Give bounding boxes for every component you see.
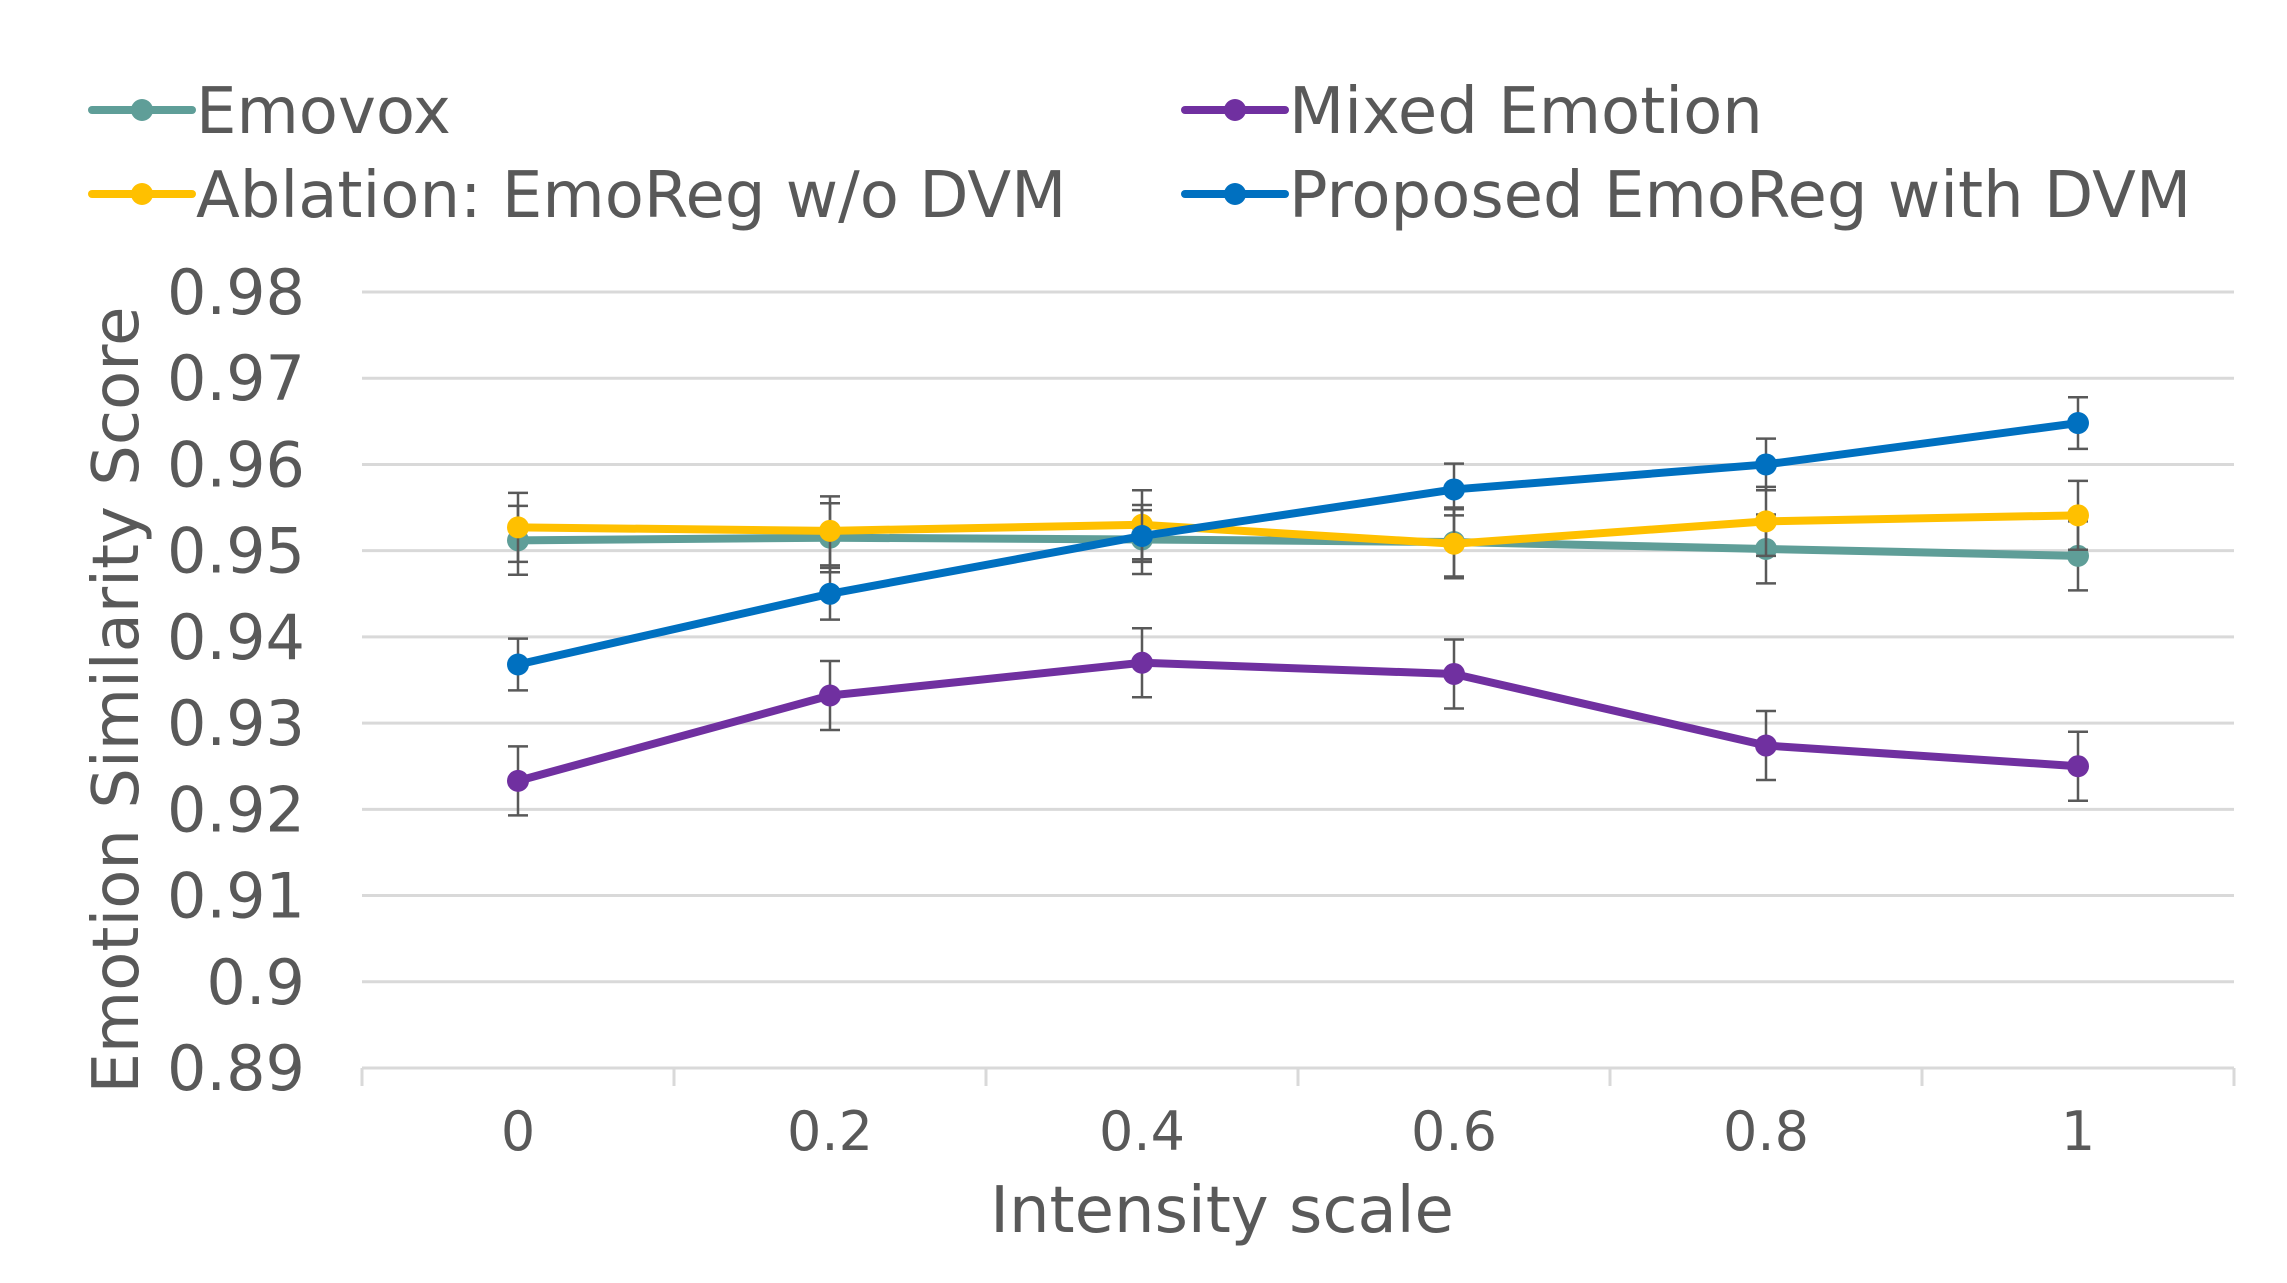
y-tick-label: 0.95 [167,515,305,588]
y-axis: 0.89 0.9 0.91 0.92 0.93 0.94 0.95 0.96 0.97 0.98 [167,256,305,1105]
data-point [2067,504,2089,527]
data-point [1443,478,1465,501]
data-point [1755,734,1777,757]
y-tick-label: 0.89 [167,1032,305,1105]
series-line [514,533,2082,560]
legend-item: Emovox [88,75,451,149]
x-tick-label: 0 [501,1100,535,1163]
y-tick-label: 0.91 [167,860,305,933]
series-mixed-emotion [507,627,2089,817]
data-point [1755,453,1777,476]
y-axis-title: Emotion Similarity Score [80,306,154,1093]
series-line [514,511,2082,548]
y-tick-label: 0.98 [167,256,305,329]
legend-swatch-marker [131,183,153,205]
legend-swatch-marker [131,99,153,121]
data-point [2067,755,2089,778]
y-tick-label: 0.92 [167,773,305,846]
data-point [1131,525,1153,548]
y-tick-label: 0.96 [167,428,305,501]
x-tick-label: 0.2 [787,1100,873,1163]
x-axis: 0 0.2 0.4 0.6 0.8 1 [360,1066,2236,1163]
legend-item: Mixed Emotion [1181,75,1763,149]
x-tick-label: 0.4 [1099,1100,1185,1163]
data-point [507,653,529,676]
legend-swatch-marker [1224,183,1246,205]
data-point [507,516,529,539]
legend-label: Mixed Emotion [1289,75,1763,149]
data-point [507,769,529,792]
legend-swatch-marker [1224,99,1246,121]
data-point [1755,510,1777,533]
data-point [819,519,841,542]
data-point [2067,412,2089,435]
series-ablation-emoreg-w-o-dvm [507,479,2089,580]
data-point [1443,532,1465,555]
data-point [1131,651,1153,674]
series-proposed-emoreg-with-dvm [507,395,2089,692]
y-tick-label: 0.94 [167,601,305,674]
series-line [514,419,2082,669]
legend-label: Emovox [196,75,451,149]
series-line [514,658,2082,785]
legend-label: Proposed EmoReg with DVM [1289,159,2191,233]
legend-item: Proposed EmoReg with DVM [1181,159,2191,233]
x-tick-label: 0.6 [1411,1100,1497,1163]
y-tick-label: 0.9 [206,946,305,1019]
data-point [1443,662,1465,685]
x-axis-title: Intensity scale [990,1174,1454,1248]
x-tick-label: 0.8 [1723,1100,1809,1163]
series-layer [507,395,2089,817]
x-tick-label: 1 [2061,1100,2095,1163]
legend: Emovox Mixed Emotion Ablation: EmoReg w/o … [88,75,2191,233]
legend-label: Ablation: EmoReg w/o DVM [196,159,1066,233]
y-tick-label: 0.93 [167,687,305,760]
legend-item: Ablation: EmoReg w/o DVM [88,159,1066,233]
data-point [819,582,841,605]
y-tick-label: 0.97 [167,342,305,415]
data-point [819,684,841,707]
